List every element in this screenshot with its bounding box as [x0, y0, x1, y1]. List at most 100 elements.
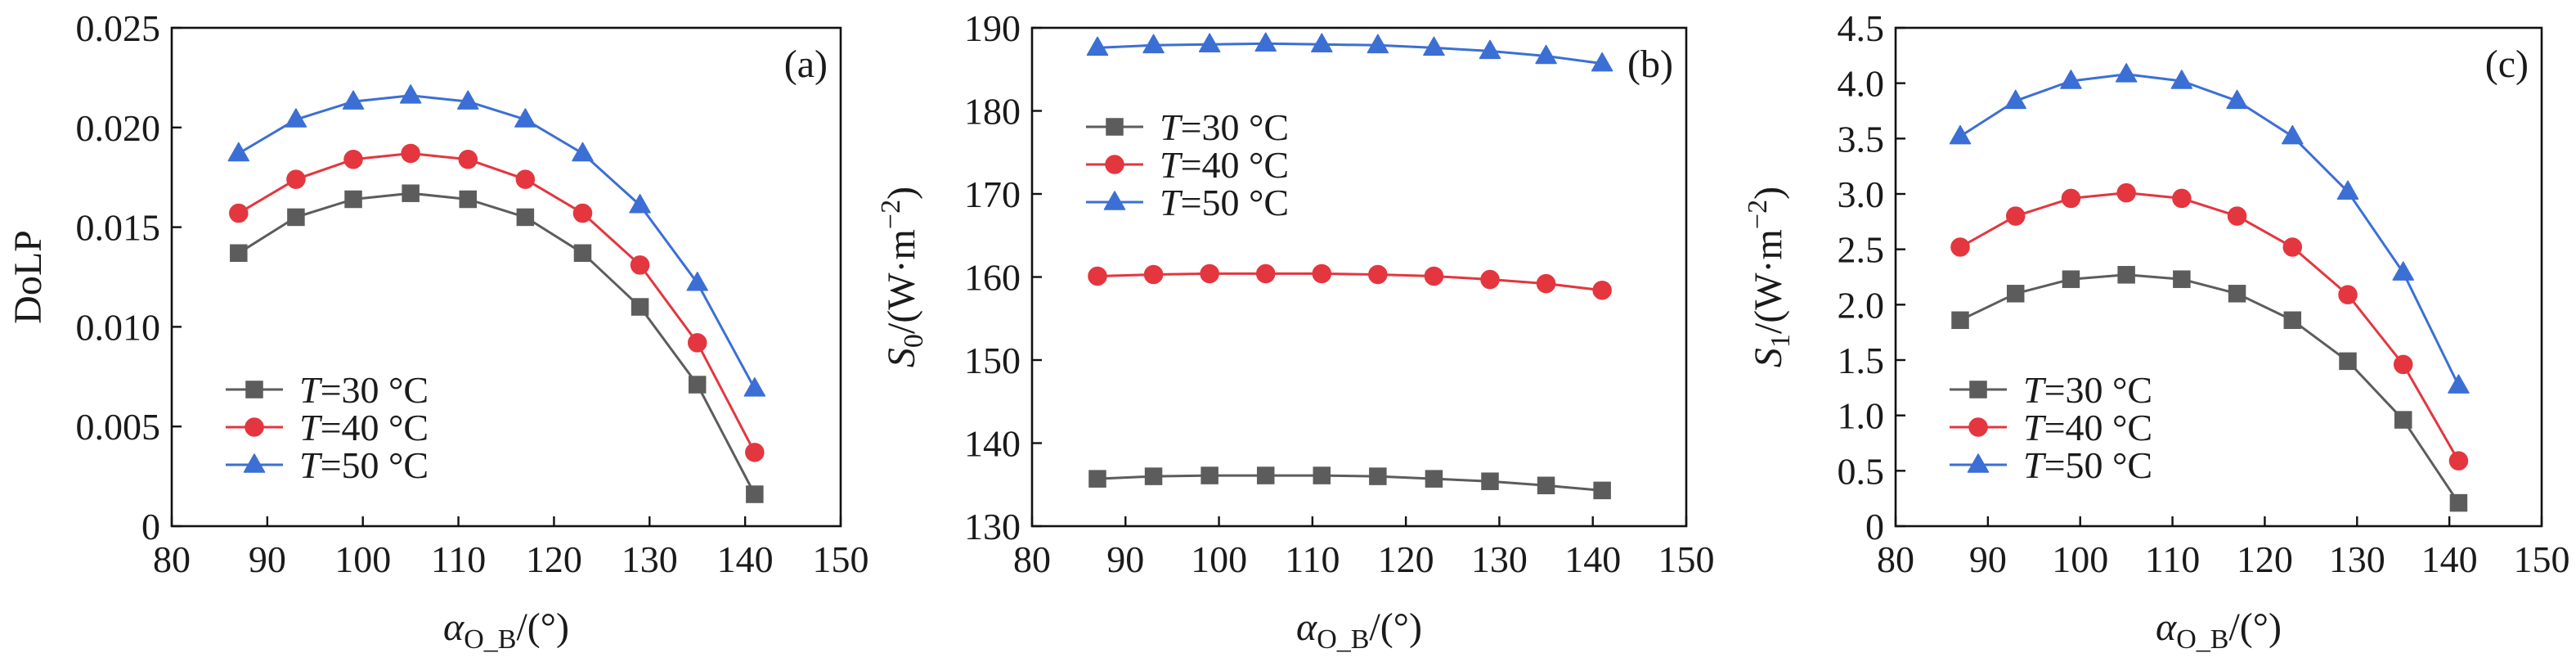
data-point [2004, 89, 2026, 110]
x-tick-label: 120 [526, 538, 582, 580]
series-b-2 [1086, 32, 1613, 72]
data-point [1425, 470, 1443, 488]
data-point [743, 377, 766, 397]
data-point [515, 169, 536, 189]
x-axis: 80 90 100 110 120 130 140 150 [1877, 516, 2570, 580]
data-point [459, 190, 478, 209]
y-axis-label-close: ) [1747, 187, 1790, 200]
data-point [230, 244, 248, 263]
data-point [227, 142, 250, 162]
y-tick-label: 3.5 [1838, 118, 1885, 160]
series-line [1096, 272, 1604, 292]
x-tick-label: 140 [1564, 538, 1621, 580]
legend-label: T=40 °C [1160, 144, 1289, 186]
y-axis-label-text: DoLP [7, 230, 50, 324]
y-tick-label: 190 [964, 7, 1021, 49]
y-axis-label: S1/(W·m−2) [1743, 187, 1796, 367]
x-tick-label: 110 [431, 538, 486, 580]
data-point [2449, 493, 2468, 512]
x-axis-label-symbol: α [2156, 606, 2177, 649]
data-point [2227, 206, 2247, 226]
x-axis: 80 90 100 110 120 130 140 150 [153, 516, 869, 580]
y-tick-label: 140 [964, 423, 1021, 465]
data-point [1198, 33, 1221, 53]
legend: T=30 °CT=40 °CT=50 °C [1950, 369, 2152, 486]
data-point [399, 84, 422, 104]
data-point [2172, 188, 2192, 209]
data-point [687, 333, 707, 353]
data-point [1088, 266, 1107, 286]
legend-value: =50 °C [321, 444, 429, 486]
y-tick-label: 4.0 [1838, 63, 1885, 105]
data-point [1313, 466, 1331, 484]
data-point [1949, 124, 1972, 145]
data-point [1369, 467, 1387, 485]
x-axis-label: αO_B/(°) [2156, 606, 2282, 655]
x-tick-label: 80 [153, 538, 191, 580]
y-tick-label: 4.5 [1838, 7, 1885, 49]
data-point [1536, 273, 1556, 294]
legend-value: =30 °C [2044, 369, 2153, 411]
x-axis-label-sub: O_B [1317, 624, 1369, 655]
plot-frame [170, 26, 842, 528]
data-point [1311, 33, 1333, 53]
legend-value: =50 °C [2044, 444, 2153, 486]
data-point [402, 184, 420, 202]
data-point [1254, 32, 1277, 52]
x-tick-label: 100 [334, 538, 391, 580]
legend-marker [1105, 155, 1124, 174]
x-tick-label: 90 [1969, 538, 2007, 580]
data-point [2226, 89, 2248, 110]
legend-marker [1106, 118, 1124, 136]
x-tick-label: 150 [2514, 538, 2570, 580]
data-point [1200, 466, 1218, 484]
legend-entry: T=50 °C [1086, 182, 1289, 223]
y-tick-label: 130 [964, 506, 1021, 547]
legend-marker [1969, 381, 1987, 399]
y-tick-label: 170 [964, 173, 1021, 215]
x-axis-label-text: /(°) [516, 606, 569, 649]
series-line [1096, 474, 1604, 492]
legend-value: =30 °C [1181, 106, 1290, 148]
data-point [343, 150, 363, 169]
x-tick-label: 100 [2052, 538, 2108, 580]
chart-panel-a: 80 90 100 110 120 130 140 150 0 0.005 0.010 0.015 0.… [7, 7, 869, 655]
data-point [1086, 36, 1109, 56]
x-axis-label-symbol: α [1296, 606, 1317, 649]
data-point [2061, 188, 2081, 209]
panel-label: (a) [784, 43, 828, 86]
data-point [688, 376, 707, 394]
series-a-2 [227, 84, 766, 397]
data-point [1950, 237, 1970, 257]
plot-frame [1894, 26, 2543, 528]
legend-label: T=30 °C [1160, 106, 1289, 148]
legend-value: =50 °C [1181, 182, 1290, 223]
data-point [2282, 237, 2303, 257]
data-point [2283, 311, 2302, 330]
data-point [1423, 36, 1445, 56]
data-point [1142, 34, 1165, 54]
y-axis-label-symbol: S [1747, 348, 1790, 367]
legend-symbol: T [2023, 407, 2047, 448]
legend-label: T=50 °C [1160, 182, 1289, 223]
legend-label: T=40 °C [2023, 407, 2152, 448]
data-point [2228, 285, 2246, 303]
data-point [1479, 39, 1501, 60]
y-tick-label: 0.025 [76, 7, 161, 49]
x-axis-label-text: /(°) [2228, 606, 2282, 649]
data-point [1255, 263, 1276, 284]
data-point [1256, 466, 1275, 484]
data-point [629, 194, 651, 214]
legend-label: T=30 °C [299, 369, 429, 411]
y-axis-label-text: /(W·m [880, 229, 923, 334]
legend-symbol: T [299, 444, 323, 486]
legend-label: T=50 °C [2023, 444, 2152, 486]
legend-value: =30 °C [321, 369, 429, 411]
legend-entry: T=50 °C [1950, 444, 2152, 486]
y-tick-label: 1.0 [1838, 395, 1885, 437]
panel-label: (c) [2485, 43, 2529, 86]
legend-marker [243, 453, 266, 473]
data-point [2392, 261, 2414, 281]
data-point [1143, 264, 1164, 285]
series-line [1959, 191, 2460, 462]
